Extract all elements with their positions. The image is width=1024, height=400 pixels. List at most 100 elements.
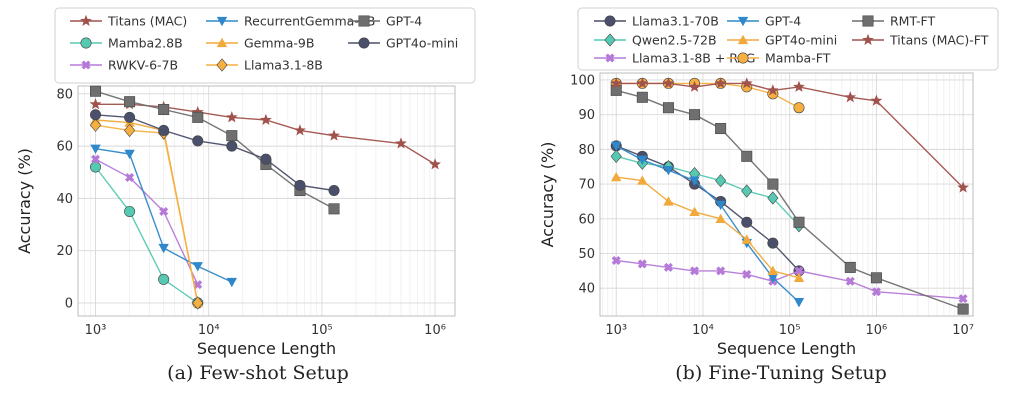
legend-label: Mamba-FT (765, 51, 831, 66)
legend-entry: GPT-4 (348, 14, 422, 29)
data-point (958, 294, 968, 304)
data-point (610, 149, 622, 163)
series-recurrentgemma-9b (90, 144, 238, 288)
data-point (741, 184, 753, 198)
series-line (95, 158, 199, 285)
legend-label: RWKV-6-7B (108, 58, 178, 73)
legend: Titans (MAC) Mamba2.8B RWKV-6-7B RecurrentG… (54, 7, 476, 84)
x-tick-label: 10⁶ (424, 323, 446, 338)
data-point (192, 135, 204, 147)
legend-marker (358, 15, 370, 27)
data-point (226, 140, 238, 152)
data-point (192, 296, 204, 310)
x-axis-label: Sequence Length (717, 339, 856, 358)
legend-marker (80, 14, 92, 27)
legend-entry: Titans (MAC) (70, 14, 187, 29)
legend-label: Titans (MAC)-FT (889, 33, 989, 48)
data-point (870, 272, 882, 284)
legend-label: Gemma-9B (244, 36, 314, 51)
data-point (793, 216, 805, 228)
legend-label: RMT-FT (890, 14, 935, 29)
legend-marker (358, 37, 370, 49)
legend-label: Llama3.1-8B (244, 58, 323, 73)
data-point (124, 111, 136, 123)
x-tick-label: 10⁴ (198, 323, 220, 338)
data-point (793, 102, 805, 114)
data-point (611, 141, 622, 152)
data-point (715, 173, 727, 188)
y-tick-label: 80 (578, 143, 595, 158)
legend-marker (216, 37, 228, 48)
y-axis-label: Accuracy (%) (538, 142, 557, 248)
data-point (663, 262, 673, 272)
data-point (124, 96, 136, 108)
legend-entry: Qwen2.5-72B (594, 33, 717, 48)
data-point (663, 196, 674, 206)
data-point (870, 94, 883, 106)
y-tick-label: 20 (56, 244, 73, 259)
legend-marker (604, 33, 616, 47)
legend-box (577, 7, 999, 71)
data-point (225, 111, 238, 123)
legend-marker (216, 16, 228, 27)
data-point (158, 124, 170, 136)
legend-entry: RWKV-6-7B (70, 58, 178, 73)
y-tick-label: 100 (570, 73, 595, 88)
x-tick-label: 10⁵ (779, 323, 801, 338)
data-point (663, 166, 674, 176)
data-point (637, 175, 648, 185)
data-point (741, 216, 753, 228)
data-point (689, 206, 700, 217)
legend-entry: GPT4o-mini (727, 33, 837, 48)
series-line (95, 90, 335, 210)
data-point (90, 85, 102, 97)
legend-entry: Llama3.1-70B (594, 14, 719, 29)
data-point (328, 185, 340, 197)
legend-marker (737, 52, 749, 64)
plot-area (600, 73, 973, 316)
x-tick-label: 10³ (85, 323, 107, 338)
data-point (767, 191, 779, 205)
data-point (767, 237, 779, 249)
x-axis-label: Sequence Length (197, 339, 336, 358)
series-titans-mac-ft (610, 77, 970, 193)
data-point (328, 129, 340, 141)
x-tick-label: 10⁷ (952, 323, 974, 338)
data-point (766, 84, 779, 96)
legend-label: Mamba2.8B (108, 36, 183, 51)
data-point (714, 77, 727, 89)
legend-marker (737, 16, 749, 27)
data-point (742, 269, 752, 279)
legend-marker (737, 34, 749, 45)
chart-1: 10³ 10⁴ 10⁵ 10⁶ 0 20 40 60 80 Sequence Length Accu… (15, 7, 476, 358)
legend-entry: Titans (MAC)-FT (852, 33, 989, 48)
x-tick-label: 10⁴ (692, 323, 714, 338)
data-point (91, 154, 101, 164)
data-point (192, 262, 203, 272)
y-tick-label: 0 (65, 296, 73, 311)
data-point (90, 144, 101, 154)
data-point (158, 104, 170, 116)
legend-entry: Gemma-9B (206, 36, 314, 51)
series-gpt4o-mini (611, 171, 805, 282)
y-tick-label: 60 (578, 212, 595, 227)
data-point (688, 80, 701, 92)
data-point (294, 124, 306, 136)
legend-entry: GPT-4 (727, 14, 801, 29)
legend-entry: RecurrentGemma-9B (206, 14, 375, 29)
data-point (793, 272, 805, 282)
data-point (611, 171, 622, 182)
y-axis-label: Accuracy (%) (15, 148, 34, 254)
y-tick-label: 40 (578, 282, 595, 297)
legend-marker (604, 15, 616, 27)
caption-fine-tuning: (b) Fine-Tuning Setup (675, 362, 887, 384)
data-point (158, 273, 170, 285)
data-point (636, 91, 648, 103)
data-point (328, 203, 340, 215)
plot-frame (77, 85, 456, 317)
data-point (260, 153, 272, 165)
y-tick-label: 60 (56, 140, 73, 155)
legend-entry: Mamba2.8B (70, 36, 183, 51)
y-tick-label: 70 (578, 178, 595, 193)
data-point (637, 155, 648, 165)
